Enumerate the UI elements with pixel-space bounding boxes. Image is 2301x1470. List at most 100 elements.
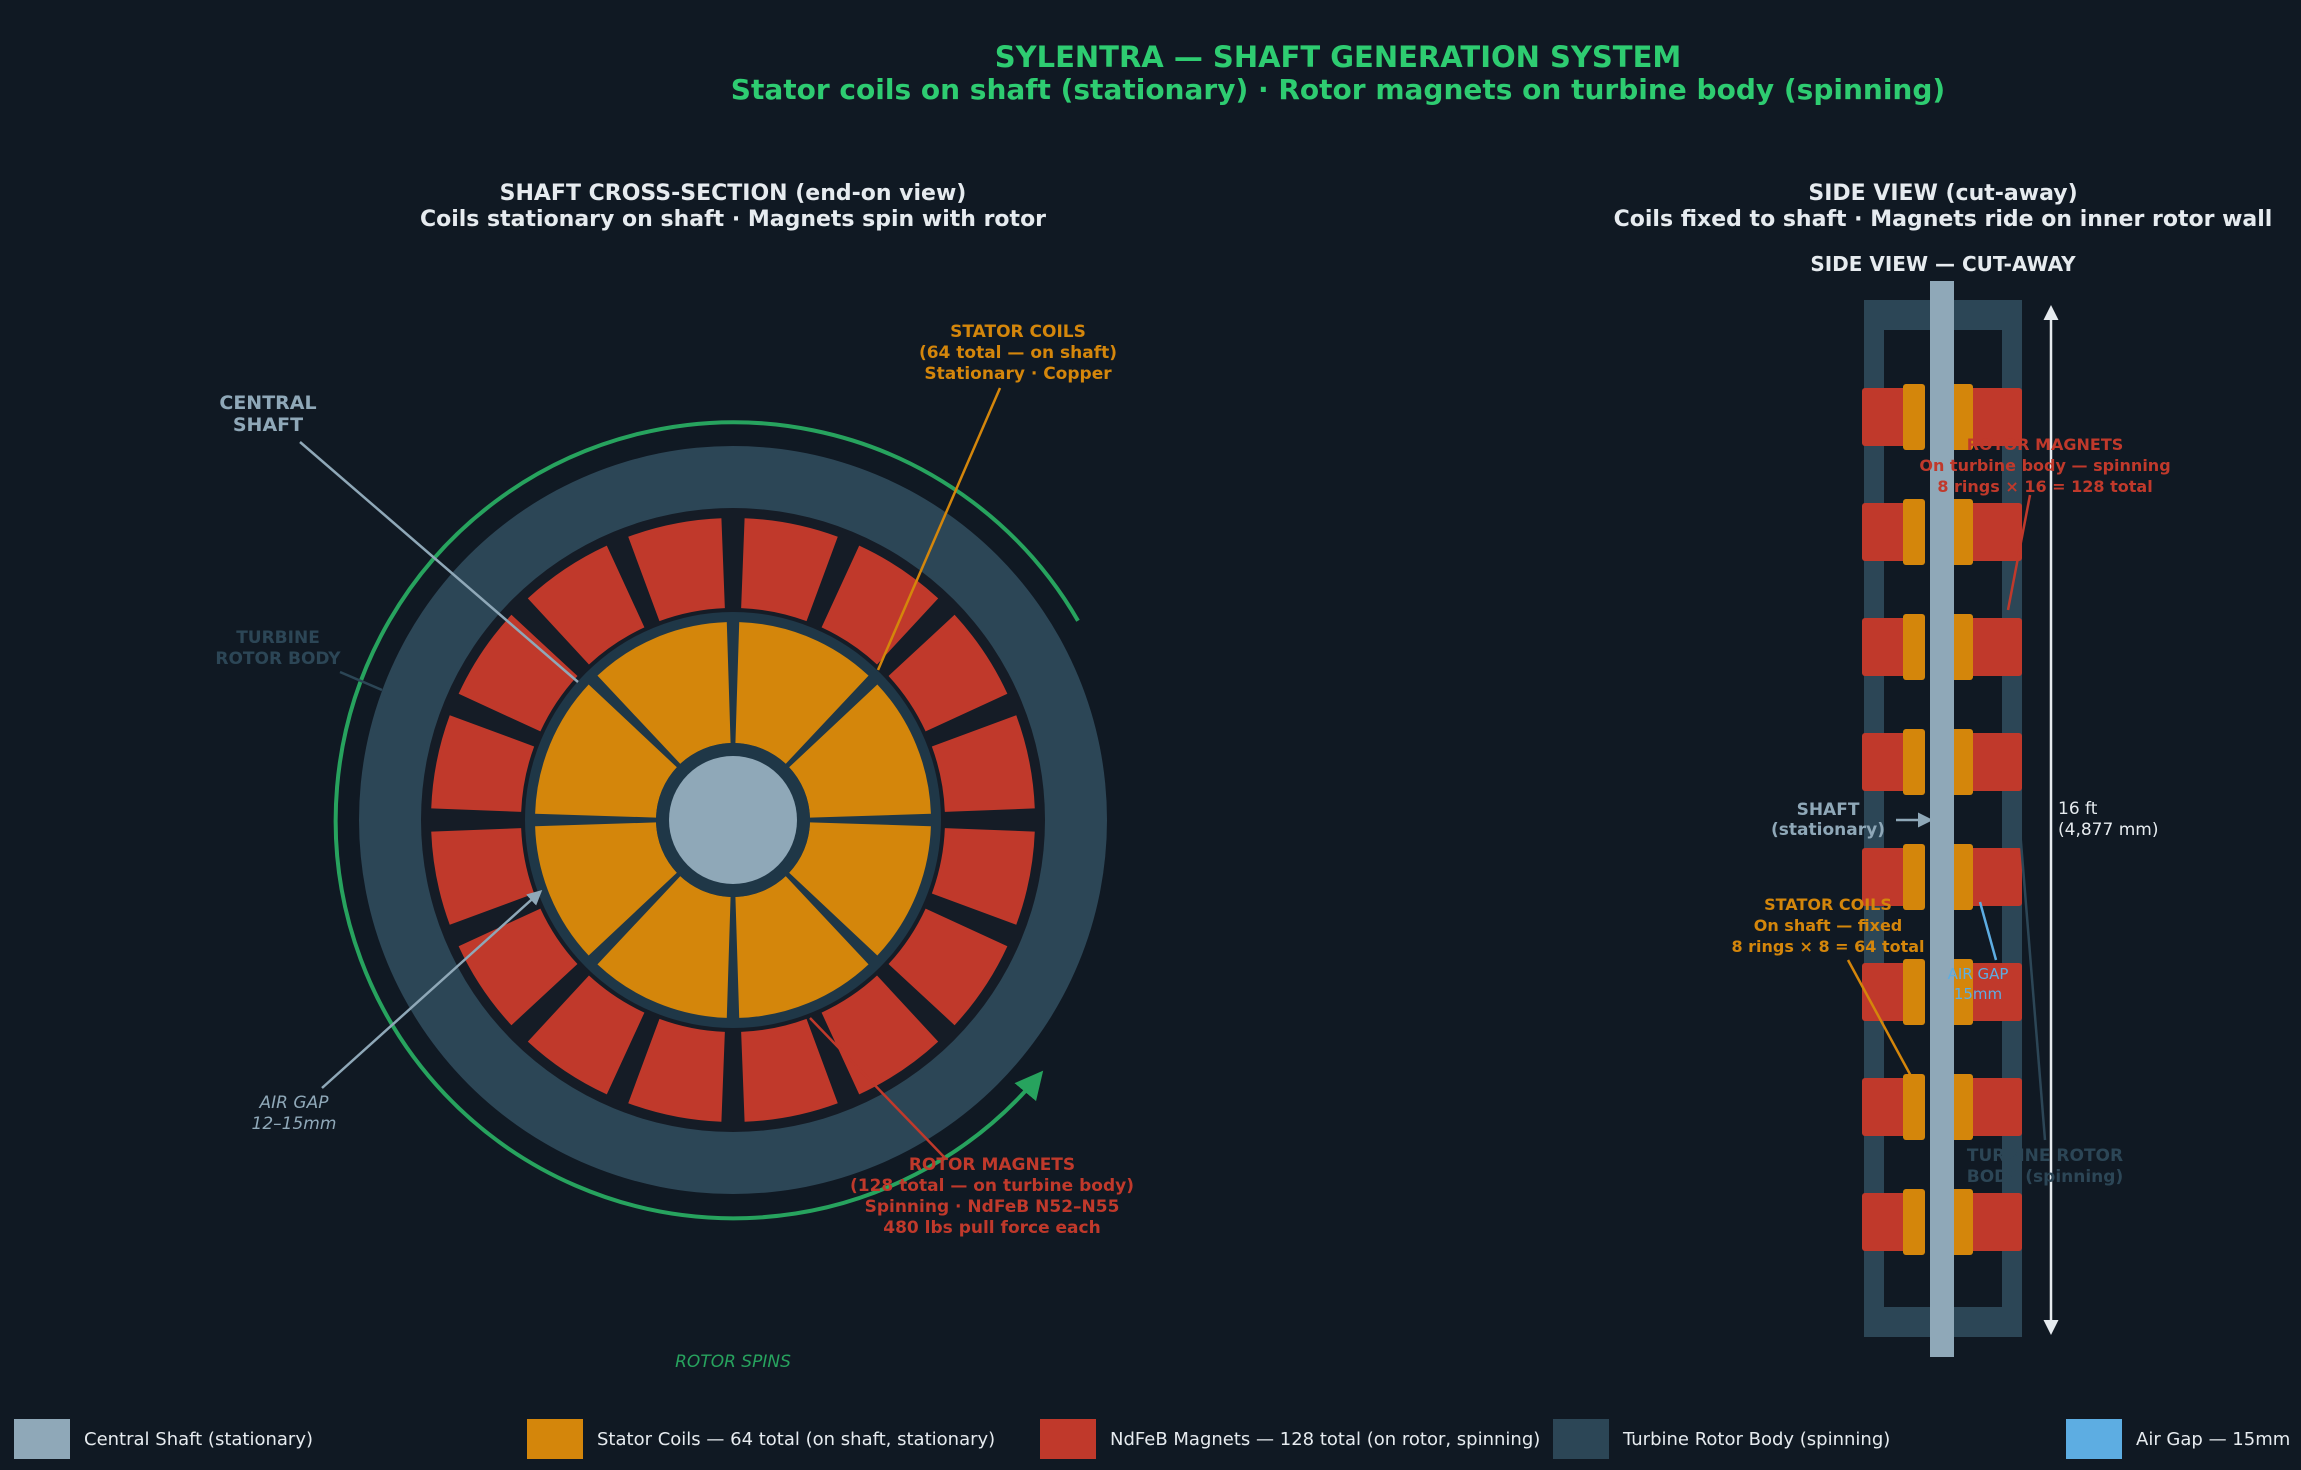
stator-coil-segment — [535, 822, 677, 956]
side-coil-right — [1951, 614, 1973, 680]
cross-section-diagram — [333, 420, 1107, 1221]
legend-swatch-rotor-body — [1553, 1419, 1609, 1459]
rotor-magnet-segment — [741, 518, 838, 622]
side-coil-right — [1951, 1189, 1973, 1255]
rotor-magnet-segment — [628, 518, 725, 622]
stator-coils-label-line3: Stationary · Copper — [924, 364, 1112, 384]
stator-coil-segment — [789, 684, 931, 818]
legend-swatch-air-gap — [2066, 1419, 2122, 1459]
legend-item-rotor-body: Turbine Rotor Body (spinning) — [1553, 1417, 1890, 1461]
turbine-rotor-label-line2: ROTOR BODY — [215, 649, 341, 669]
side-coil-right — [1951, 1074, 1973, 1140]
stator-coils-label-line2: (64 total — on shaft) — [919, 343, 1117, 363]
rotor-magnet-segment — [527, 975, 645, 1095]
side-stator-coils-line3: 8 rings × 8 = 64 total — [1731, 937, 1924, 956]
side-coil-right — [1951, 959, 1973, 1025]
side-view-subtitle: Coils fixed to shaft · Magnets ride on i… — [1614, 207, 2273, 232]
side-rotor-magnets-line1: ROTOR MAGNETS — [1967, 435, 2124, 454]
rotor-magnets-label-line2: (128 total — on turbine body) — [850, 1176, 1134, 1196]
side-shaft — [1930, 281, 1954, 1357]
side-rotor-magnets-line3: 8 rings × 16 = 128 total — [1937, 477, 2152, 496]
side-magnet-left — [1862, 733, 1914, 791]
side-magnet-left — [1862, 848, 1914, 906]
side-coil-left — [1903, 959, 1925, 1025]
side-callout-turbine-rotor-body: TURBINE ROTOR BODY (spinning) — [1967, 829, 2123, 1187]
legend-item-air-gap: Air Gap — 15mm — [2066, 1417, 2290, 1461]
side-height-line2: (4,877 mm) — [2058, 820, 2158, 840]
legend-label-rotor-body: Turbine Rotor Body (spinning) — [1623, 1428, 1891, 1450]
rotor-magnet-segment — [821, 975, 939, 1095]
rotor-magnet-segment — [431, 715, 535, 812]
side-magnet-right — [1970, 388, 2022, 446]
rotor-spin-arc — [333, 420, 1080, 1221]
side-callout-rotor-magnets: ROTOR MAGNETS On turbine body — spinning… — [1919, 435, 2171, 611]
rotor-magnet-segment — [628, 1018, 725, 1122]
side-coil-left — [1903, 614, 1925, 680]
stator-coil-ring — [535, 622, 931, 1018]
side-turbine-rotor-line2: BODY (spinning) — [1967, 1167, 2123, 1187]
callout-air-gap: AIR GAP 12–15mm — [252, 889, 543, 1134]
rotor-magnet-segment — [888, 908, 1008, 1026]
side-rotor-magnets-line2: On turbine body — spinning — [1919, 456, 2170, 475]
central-shaft-label-line2: SHAFT — [233, 414, 303, 436]
callout-stator-coils: STATOR COILS (64 total — on shaft) Stati… — [876, 322, 1117, 671]
central-shaft-leader — [299, 441, 579, 683]
side-coil-right — [1951, 844, 1973, 910]
turbine-rotor-label-line1: TURBINE — [236, 628, 320, 648]
side-coil-right — [1951, 729, 1973, 795]
side-magnet-right — [1970, 1193, 2022, 1251]
stator-coils-label-line1: STATOR COILS — [950, 322, 1086, 342]
rotor-magnets-label-line1: ROTOR MAGNETS — [909, 1155, 1075, 1175]
stator-coil-segment — [789, 822, 931, 956]
callout-turbine-rotor-body: TURBINE ROTOR BODY — [215, 628, 383, 692]
side-coil-left — [1903, 844, 1925, 910]
side-magnet-left — [1862, 618, 1914, 676]
rotor-magnet-segment — [741, 1018, 838, 1122]
side-magnet-right — [1970, 1078, 2022, 1136]
side-turbine-rotor-line1: TURBINE ROTOR — [1967, 1146, 2123, 1166]
legend-label-shaft: Central Shaft (stationary) — [84, 1428, 313, 1450]
rotor-magnet-segment — [931, 715, 1035, 812]
rotor-spins-label: ROTOR SPINS — [675, 1352, 791, 1372]
legend-label-air-gap: Air Gap — 15mm — [2136, 1428, 2291, 1450]
stator-coil-segment — [597, 622, 731, 764]
legend-swatch-shaft — [14, 1419, 70, 1459]
legend-item-magnets: NdFeB Magnets — 128 total (on rotor, spi… — [1040, 1417, 1540, 1461]
side-coil-left — [1903, 729, 1925, 795]
side-view-title: SIDE VIEW (cut-away) — [1808, 181, 2077, 206]
side-magnet-right — [1970, 503, 2022, 561]
rotor-magnets-label-line4: 480 lbs pull force each — [883, 1218, 1100, 1238]
central-shaft — [669, 756, 797, 884]
side-coil-left — [1903, 1189, 1925, 1255]
side-turbine-rotor-leader — [2018, 829, 2047, 1141]
side-callout-shaft: SHAFT (stationary) — [1771, 800, 1933, 840]
side-magnet-left — [1862, 388, 1914, 446]
cross-section-subtitle: Coils stationary on shaft · Magnets spin… — [420, 207, 1046, 232]
side-view-diagram — [1862, 281, 2059, 1357]
stator-coils-leader — [876, 387, 1002, 671]
rotor-magnet-segment — [431, 828, 535, 925]
side-stator-coils-line2: On shaft — fixed — [1754, 916, 1903, 935]
side-magnet-right — [1970, 848, 2022, 906]
side-stator-coils-leader — [1846, 959, 1926, 1101]
page-subtitle: Stator coils on shaft (stationary) · Rot… — [731, 73, 1945, 106]
callout-rotor-magnets: ROTOR MAGNETS (128 total — on turbine bo… — [809, 1017, 1134, 1238]
legend-item-shaft: Central Shaft (stationary) — [14, 1417, 313, 1461]
side-magnet-right — [1970, 733, 2022, 791]
side-callout-air-gap: AIR GAP 15mm — [1948, 901, 2008, 1003]
side-magnet-right — [1970, 618, 2022, 676]
side-callout-height: 16 ft (4,877 mm) — [2058, 799, 2158, 840]
side-coil-left — [1903, 499, 1925, 565]
air-gap-leader — [321, 889, 543, 1089]
side-stator-coils-line1: STATOR COILS — [1764, 895, 1892, 914]
page-title: SYLENTRA — SHAFT GENERATION SYSTEM — [995, 40, 1682, 74]
side-shaft-line2: (stationary) — [1771, 820, 1885, 840]
legend: Central Shaft (stationary) Stator Coils … — [0, 1410, 2301, 1470]
stator-coil-segment — [535, 684, 677, 818]
side-magnet-right — [1970, 963, 2022, 1021]
side-magnet-left — [1862, 503, 1914, 561]
legend-label-magnets: NdFeB Magnets — 128 total (on rotor, spi… — [1110, 1428, 1541, 1450]
air-gap-label-line2: 12–15mm — [252, 1114, 337, 1134]
side-view-inner-title: SIDE VIEW — CUT-AWAY — [1810, 252, 2076, 276]
